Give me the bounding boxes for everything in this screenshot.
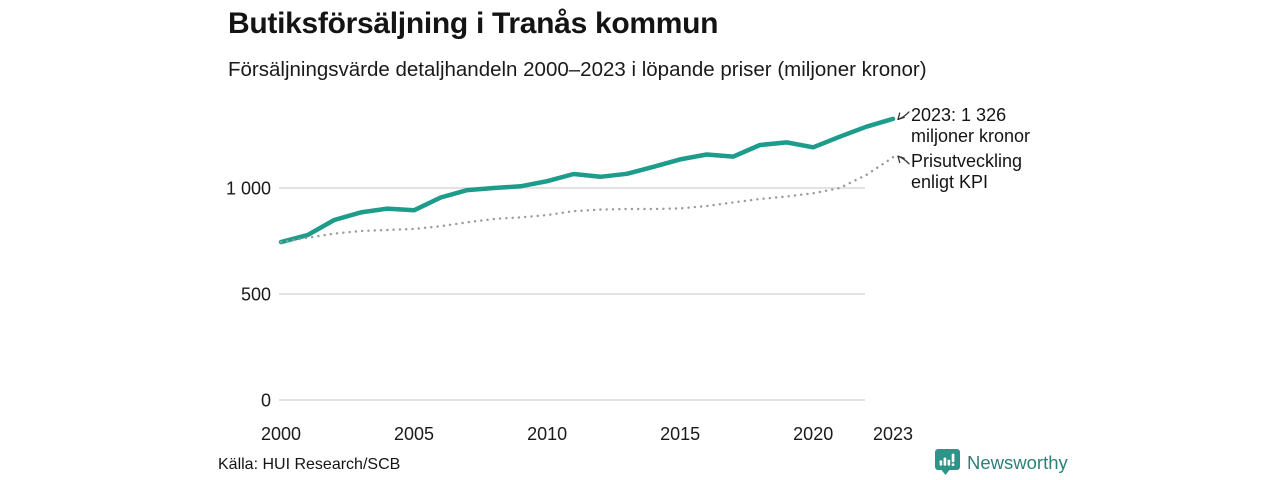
kpi-annotation-arrow [897, 155, 910, 165]
y-axis-tick-label: 1 000 [226, 179, 271, 199]
sales-line [278, 116, 896, 245]
y-axis-tick-label: 0 [261, 391, 271, 411]
x-axis-tick-label: 2005 [394, 424, 434, 444]
chart-title: Butiksförsäljning i Tranås kommun [228, 7, 719, 40]
x-axis-tick-label: 2000 [261, 424, 301, 444]
kpi-annotation-arrow-head [897, 155, 905, 159]
newsworthy-logo[interactable]: Newsworthy [935, 449, 1068, 476]
chart-subtitle: Försäljningsvärde detaljhandeln 2000–202… [228, 58, 927, 81]
kpi-annotation-line1: Prisutveckling [911, 151, 1023, 171]
x-axis-tick-label: 2020 [793, 424, 833, 444]
y-axis-tick-label: 500 [241, 285, 271, 305]
sales-annotation-line2: miljoner kronor [911, 125, 1031, 146]
sales-annotation: 2023: 1 326 miljoner kronor [911, 105, 1030, 146]
kpi-annotation: Prisutveckling enligt KPI [911, 151, 1022, 192]
newsworthy-logo-icon [935, 449, 960, 475]
kpi-line [279, 156, 895, 244]
kpi-annotation-line2: enligt KPI [911, 171, 989, 192]
sales-annotation-line1: 2023: 1 326 [911, 105, 1007, 125]
sales-annotation-arrow-head [897, 116, 905, 121]
sales-annotation-arrow-head [897, 112, 901, 121]
x-axis-tick-label: 2010 [527, 424, 567, 444]
newsworthy-logo-text: Newsworthy [967, 451, 1068, 473]
x-axis-tick-label: 2015 [660, 424, 700, 444]
source-note: Källa: HUI Research/SCB [218, 456, 401, 473]
x-axis-tick-label: 2023 [873, 424, 913, 444]
sales-annotation-arrow [897, 111, 910, 121]
kpi-annotation-arrow-head [897, 155, 901, 164]
